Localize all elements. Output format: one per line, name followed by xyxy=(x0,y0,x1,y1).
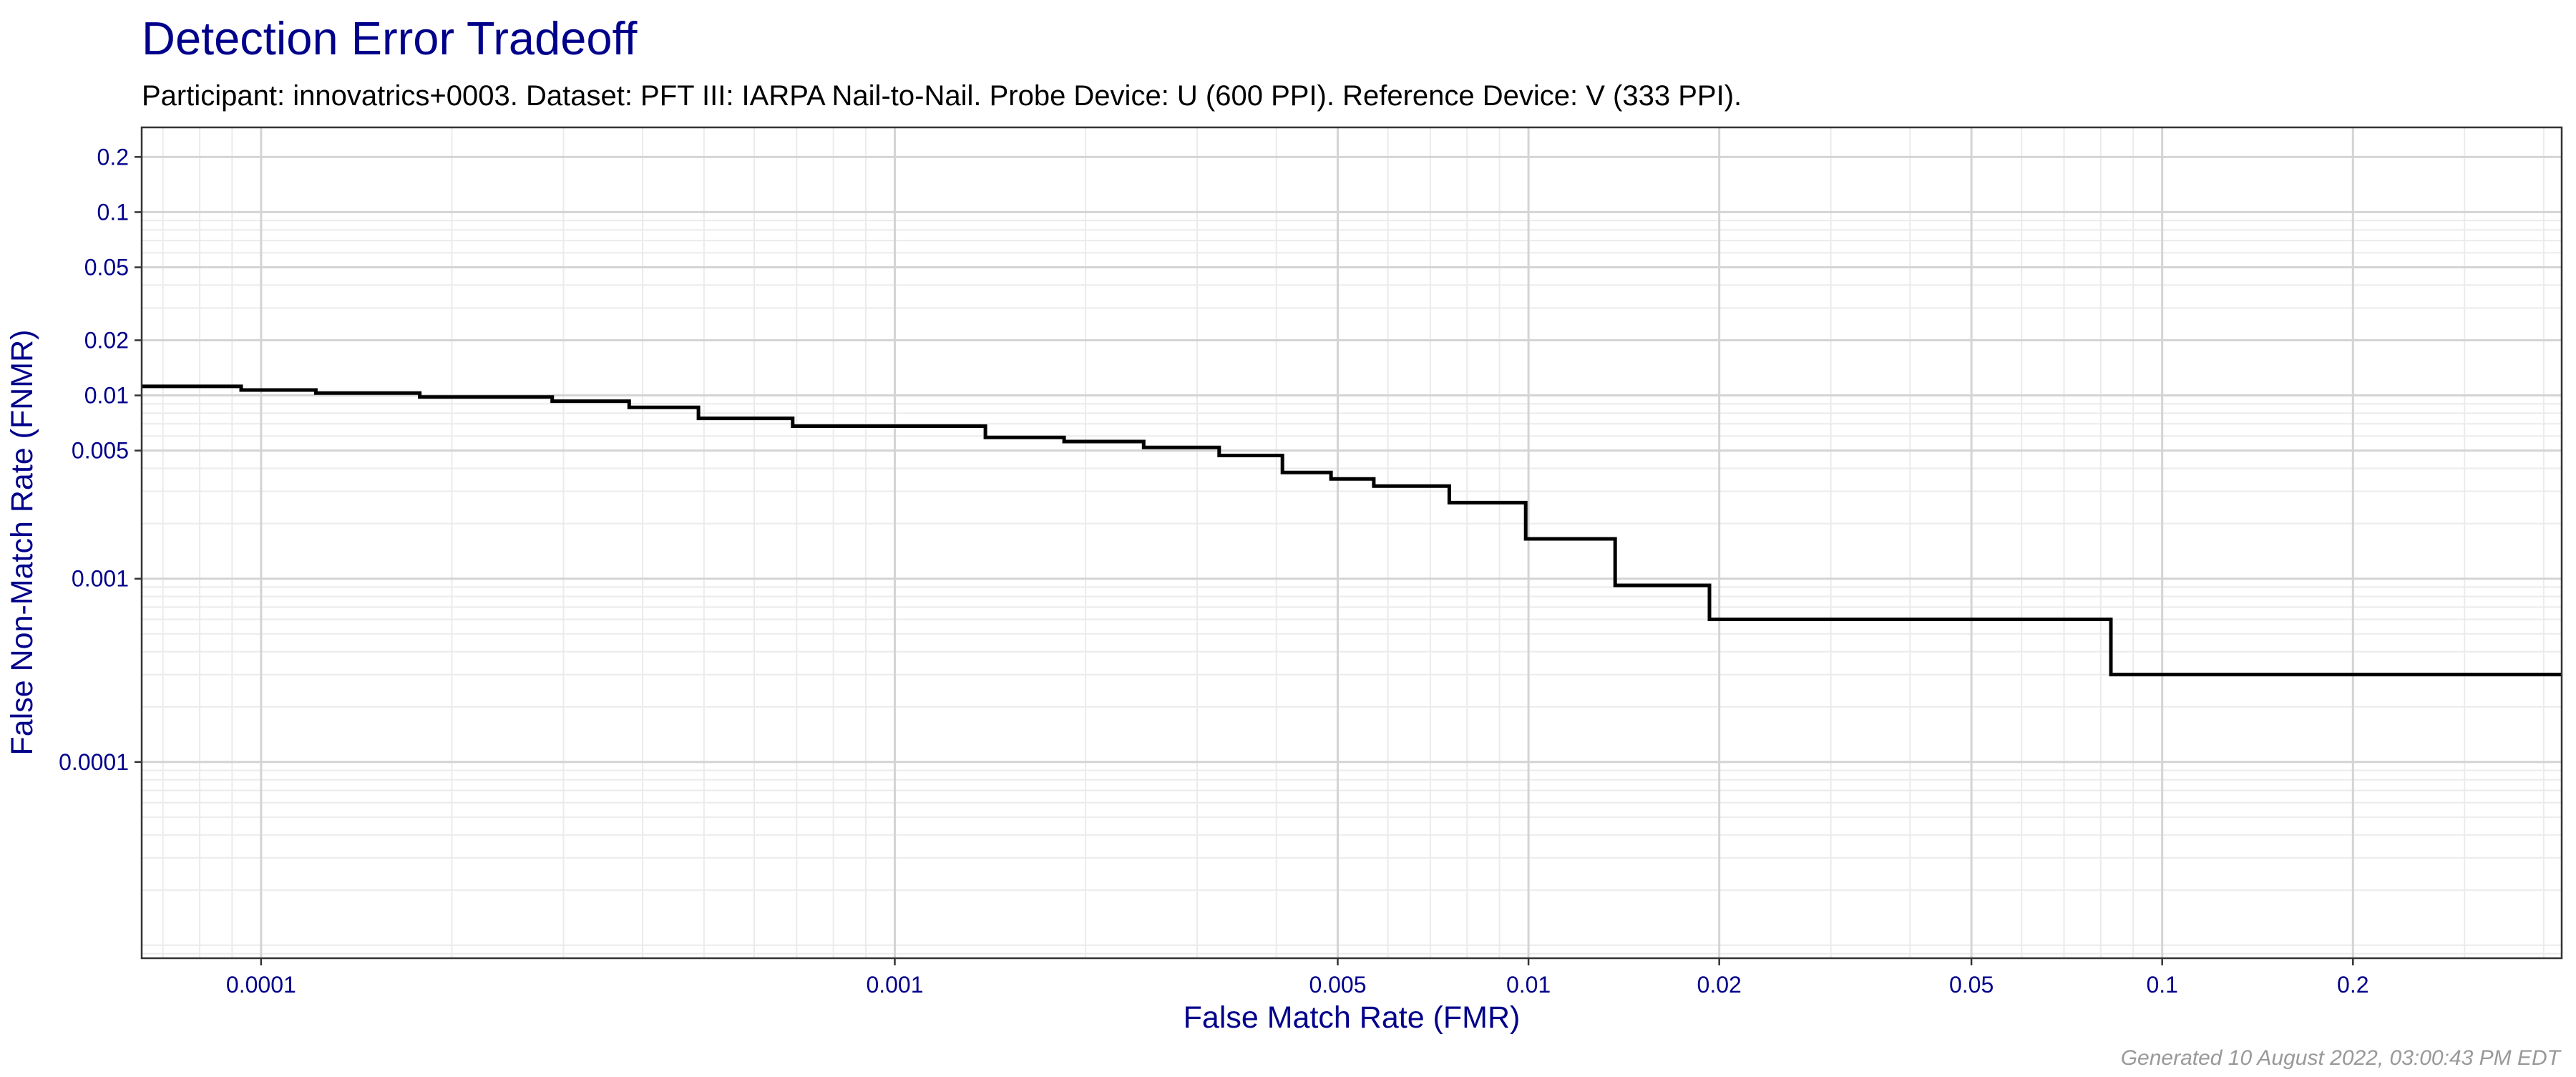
x-axis: 0.0001 0.001 0.005 0.01 0.02 0.05 0.1 0.2 xyxy=(226,958,2369,998)
y-axis-label: False Non-Match Rate (FNMR) xyxy=(5,330,39,756)
y-tick-label: 0.0001 xyxy=(59,749,129,775)
x-tick-label: 0.2 xyxy=(2337,972,2368,998)
y-tick-label: 0.001 xyxy=(72,566,129,592)
chart-subtitle: Participant: innovatrics+0003. Dataset: … xyxy=(142,80,1742,112)
y-tick-label: 0.005 xyxy=(72,438,129,464)
x-tick-label: 0.0001 xyxy=(226,972,296,998)
x-axis-label: False Match Rate (FMR) xyxy=(1184,1000,1521,1035)
y-tick-label: 0.02 xyxy=(84,327,129,353)
y-tick-label: 0.1 xyxy=(97,199,129,225)
y-axis: 0.2 0.1 0.05 0.02 0.01 0.005 0.001 0.0001 xyxy=(59,144,142,775)
y-tick-label: 0.01 xyxy=(84,383,129,409)
grid-minor xyxy=(142,127,2562,958)
det-step-line xyxy=(142,384,2562,677)
panel-border xyxy=(140,126,2563,960)
chart-title: Detection Error Tradeoff xyxy=(142,12,638,64)
x-tick-label: 0.02 xyxy=(1697,972,1742,998)
generated-footer: Generated 10 August 2022, 03:00:43 PM ED… xyxy=(2121,1046,2562,1070)
x-tick-label: 0.1 xyxy=(2146,972,2177,998)
series-layer xyxy=(142,384,2562,677)
x-tick-label: 0.001 xyxy=(866,972,923,998)
y-tick-label: 0.2 xyxy=(97,144,129,170)
x-tick-label: 0.005 xyxy=(1309,972,1366,998)
grid-major xyxy=(142,127,2562,958)
x-tick-label: 0.01 xyxy=(1506,972,1551,998)
y-tick-label: 0.05 xyxy=(84,255,129,281)
x-tick-label: 0.05 xyxy=(1949,972,1994,998)
